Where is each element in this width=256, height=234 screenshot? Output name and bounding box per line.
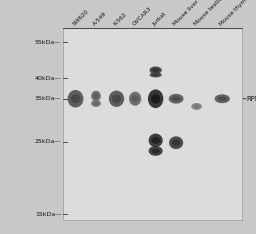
Text: RPLP0: RPLP0 — [247, 96, 256, 102]
Ellipse shape — [93, 102, 99, 105]
Ellipse shape — [172, 96, 180, 101]
Text: Mouse testis: Mouse testis — [193, 0, 223, 27]
Text: 25kDa—: 25kDa— — [35, 139, 61, 144]
Ellipse shape — [150, 72, 162, 77]
Ellipse shape — [172, 139, 180, 146]
Ellipse shape — [148, 89, 163, 108]
Ellipse shape — [112, 95, 121, 103]
Text: SW620: SW620 — [72, 9, 90, 27]
Ellipse shape — [152, 149, 160, 154]
Ellipse shape — [109, 91, 124, 107]
Ellipse shape — [215, 94, 230, 103]
Text: 55kDa—: 55kDa— — [35, 40, 61, 45]
Text: Mouse thymus: Mouse thymus — [219, 0, 253, 27]
Text: A-549: A-549 — [92, 11, 108, 27]
FancyBboxPatch shape — [63, 28, 242, 220]
Ellipse shape — [152, 73, 159, 76]
Ellipse shape — [91, 91, 101, 101]
Ellipse shape — [169, 94, 184, 104]
Ellipse shape — [68, 90, 83, 108]
Text: Jurkat: Jurkat — [152, 11, 168, 27]
Ellipse shape — [150, 66, 162, 74]
Text: OVCAR3: OVCAR3 — [132, 6, 153, 27]
Text: 40kDa—: 40kDa— — [35, 76, 61, 81]
Text: Mouse liver: Mouse liver — [173, 0, 200, 27]
Ellipse shape — [151, 94, 160, 103]
Text: 35kDa—: 35kDa— — [35, 96, 61, 101]
Ellipse shape — [132, 95, 139, 102]
Ellipse shape — [91, 100, 101, 107]
Text: 15kDa—: 15kDa— — [35, 212, 61, 217]
Ellipse shape — [152, 68, 159, 72]
Ellipse shape — [193, 105, 200, 108]
Ellipse shape — [169, 136, 183, 149]
Ellipse shape — [148, 134, 163, 147]
Ellipse shape — [71, 94, 80, 103]
Ellipse shape — [148, 146, 163, 156]
Ellipse shape — [93, 93, 99, 99]
Text: K-562: K-562 — [113, 12, 128, 27]
Ellipse shape — [152, 137, 160, 144]
Ellipse shape — [129, 92, 141, 106]
Ellipse shape — [218, 96, 227, 101]
Ellipse shape — [191, 103, 202, 110]
